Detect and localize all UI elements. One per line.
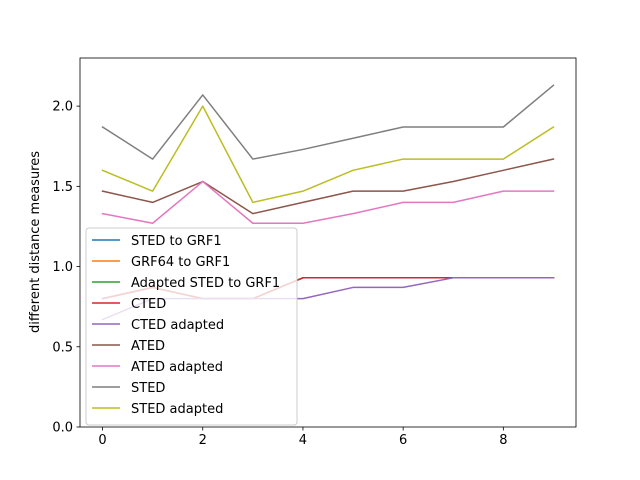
legend-entry: STED <box>131 381 165 396</box>
x-tick-label: 0 <box>98 433 106 448</box>
axes <box>79 57 577 428</box>
series-line-7 <box>101 84 555 160</box>
legend-entry: GRF64 to GRF1 <box>131 255 230 270</box>
series-line-6 <box>101 180 555 224</box>
y-tick-label: 0.0 <box>52 421 73 436</box>
legend-box <box>85 227 298 426</box>
y-axis-label: different distance measures <box>28 151 43 333</box>
ticks: 0 2 4 6 8 0.0 0.5 1.0 1.5 2.0 <box>52 100 507 448</box>
legend: STED to GRF1 GRF64 to GRF1 Adapted STED to… <box>85 227 298 426</box>
y-tick-label: 2.0 <box>52 100 73 115</box>
plot-frame <box>79 57 577 428</box>
legend-entry: Adapted STED to GRF1 <box>131 276 280 291</box>
series-line-5 <box>101 158 555 215</box>
legend-entry: STED to GRF1 <box>131 234 222 249</box>
legend-entry: STED adapted <box>131 402 223 417</box>
series-line-8 <box>101 105 555 204</box>
legend-entry: CTED adapted <box>131 318 224 333</box>
x-tick-label: 4 <box>299 433 307 448</box>
legend-entry: ATED adapted <box>131 360 223 375</box>
y-tick-label: 0.5 <box>52 340 73 355</box>
x-tick-label: 6 <box>399 433 407 448</box>
x-tick-label: 2 <box>199 433 207 448</box>
legend-entry: ATED <box>131 339 165 354</box>
y-tick-label: 1.0 <box>52 260 73 275</box>
x-tick-label: 8 <box>499 433 507 448</box>
legend-entry: CTED <box>131 297 166 312</box>
y-tick-label: 1.5 <box>52 180 73 195</box>
